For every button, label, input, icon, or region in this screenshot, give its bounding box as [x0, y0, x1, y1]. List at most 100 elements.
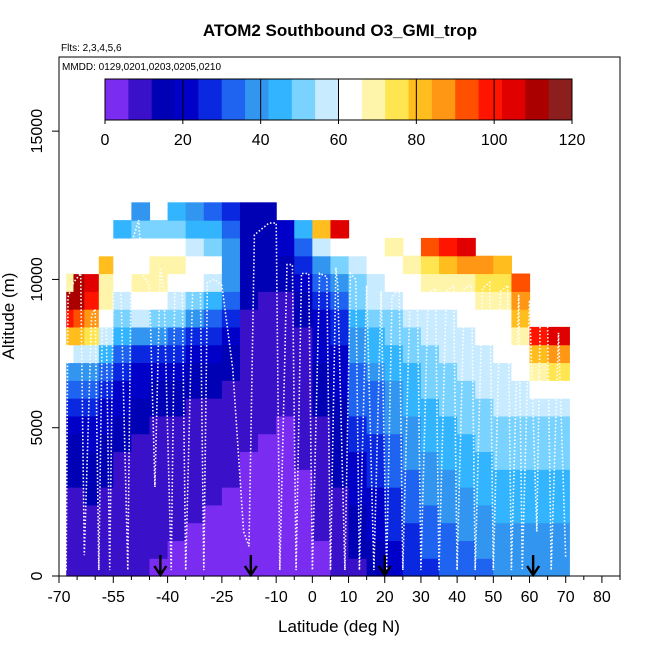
heatmap-cell [384, 273, 404, 292]
heatmap-cell [475, 540, 494, 559]
heatmap-cell [221, 540, 241, 559]
heatmap-cell [73, 451, 85, 470]
heatmap-cell [312, 469, 332, 488]
heatmap-cell [330, 291, 350, 310]
heatmap-cell [203, 415, 223, 435]
heatmap-cell [98, 451, 114, 470]
heatmap-cell [185, 540, 205, 559]
heatmap-cell [547, 469, 570, 488]
heatmap-cell [203, 522, 223, 542]
heatmap-cell [239, 273, 259, 292]
x-tick-label: 60 [521, 589, 539, 606]
heatmap-cell [312, 220, 332, 239]
x-tick-label: 0 [308, 589, 317, 606]
heatmap-cell [239, 326, 259, 346]
heatmap-cell [348, 237, 368, 257]
heatmap-cell [330, 273, 350, 292]
heatmap-cell [294, 504, 313, 524]
heatmap-cell [439, 237, 458, 257]
heatmap-cell [258, 380, 277, 399]
heatmap-cell [66, 344, 75, 364]
heatmap-cell [529, 540, 549, 559]
heatmap-cell [167, 398, 187, 417]
heatmap-cell [457, 469, 476, 488]
heatmap-cell [384, 237, 404, 257]
heatmap-cell [98, 540, 114, 559]
heatmap-cell [84, 326, 100, 346]
colorbar-tick-label: 80 [407, 132, 425, 149]
heatmap-cell [493, 273, 513, 292]
heatmap-cell [511, 309, 531, 328]
heatmap-cell [312, 380, 332, 399]
heatmap-cell [439, 255, 458, 275]
heatmap-cell [73, 291, 85, 310]
heatmap-cell [348, 380, 368, 399]
colorbar-swatch [525, 79, 550, 120]
heatmap-cell [73, 522, 85, 542]
heatmap-cell [239, 540, 259, 559]
heatmap-cell [330, 255, 350, 275]
heatmap-cell [167, 273, 187, 292]
heatmap-cell [475, 433, 494, 453]
heatmap-cell [348, 273, 368, 292]
heatmap-cell [330, 558, 350, 577]
heatmap-cell [131, 380, 151, 399]
heatmap-cell [402, 273, 422, 292]
heatmap-cell [84, 344, 100, 364]
heatmap-cell [402, 415, 422, 435]
heatmap-cell [366, 433, 386, 453]
x-tick-label: 10 [340, 589, 358, 606]
heatmap-cell [475, 522, 494, 542]
heatmap-cell [276, 309, 295, 328]
heatmap-cell [511, 540, 531, 559]
heatmap-cell [529, 469, 549, 488]
heatmap-cell [384, 487, 404, 506]
flight-track [65, 219, 567, 571]
colorbar-swatch [338, 79, 363, 120]
heatmap-cell [402, 540, 422, 559]
heatmap-cell [73, 398, 85, 417]
heatmap-cell [221, 558, 241, 577]
heatmap-cell [185, 220, 205, 239]
heatmap-cell [529, 504, 549, 524]
heatmap-cell [131, 273, 151, 292]
heatmap-cell [312, 487, 332, 506]
heatmap-cell [330, 540, 350, 559]
heatmap-cell [239, 451, 259, 470]
heatmap-cell [239, 202, 259, 221]
heatmap-cell [511, 487, 531, 506]
heatmap-cell [73, 344, 85, 364]
heatmap-cell [402, 255, 422, 275]
heatmap-cell [167, 255, 187, 275]
heatmap-cell [73, 433, 85, 453]
heatmap-cell [131, 469, 151, 488]
heatmap-cell [348, 291, 368, 310]
heatmap-cell [529, 451, 549, 470]
heatmap-cell [73, 380, 85, 399]
arrow-marker [243, 555, 258, 578]
heatmap-cell [294, 220, 313, 239]
colorbar-swatch [455, 79, 479, 120]
heatmap-cell [475, 469, 494, 488]
heatmap-cell [439, 522, 458, 542]
heatmap-cell [203, 220, 223, 239]
heatmap-cell [276, 237, 295, 257]
heatmap-cell [113, 415, 132, 435]
heatmap-cell [348, 309, 368, 328]
heatmap-cell [203, 469, 223, 488]
heatmap-cell [547, 362, 570, 381]
heatmap-cell [384, 309, 404, 328]
heatmap-cell [330, 380, 350, 399]
heatmap-cell [167, 504, 187, 524]
heatmap-cell [131, 362, 151, 381]
heatmap-cell [511, 291, 531, 310]
heatmap-cell [366, 344, 386, 364]
x-axis: -70 -55 -40 -25 -10 0 10 20 30 40 50 60 70 80 [47, 576, 621, 606]
heatmap-cell [330, 469, 350, 488]
heatmap-cell [420, 469, 440, 488]
heatmap-cell [73, 415, 85, 435]
heatmap-cell [167, 380, 187, 399]
heatmap-cell [84, 487, 100, 506]
heatmap-cell [239, 362, 259, 381]
heatmap-cell [239, 255, 259, 275]
